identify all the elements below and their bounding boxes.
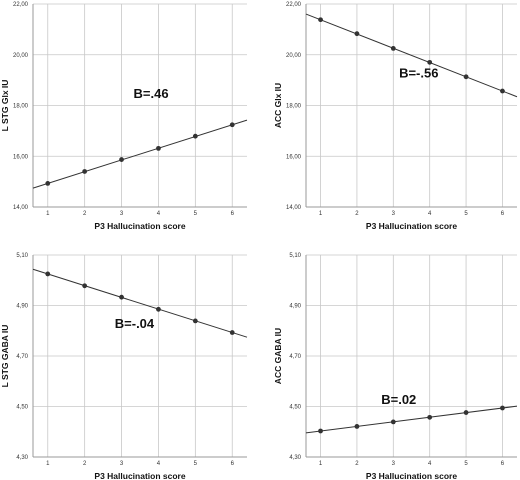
chart-panel: 4,30 4,50 4,70 4,90 5,10 1 2 3 4 5 6 P3 Hallucinati… [0,253,248,480]
x-tick-label: 4 [428,211,432,217]
y-tick-label: 5,10 [16,253,28,259]
coefficient-annotation: B=-.56 [399,66,438,81]
data-point [156,306,161,312]
data-point [229,330,235,335]
data-point [82,169,88,174]
fit-line [32,268,248,338]
y-tick-label: 16,00 [286,154,302,160]
data-point [119,157,124,162]
x-tick-label: 5 [464,461,468,467]
x-tick-label: 6 [231,211,235,217]
y-tick-label: 16,00 [13,154,29,160]
data-point [82,283,88,289]
data-point [119,294,124,300]
data-point [500,405,505,411]
x-tick-label: 3 [392,461,396,467]
x-tick-label: 4 [157,211,161,217]
coefficient-annotation: B=.02 [381,392,416,407]
y-tick-label: 4,50 [289,405,301,411]
y-tick-label: 22,00 [13,2,29,8]
x-axis-title: P3 Hallucination score [94,471,185,480]
y-axis-title: L STG Glx IU [0,80,10,132]
chart-panel: 14,00 16,00 18,00 20,00 22,00 1 2 3 4 5 6 P3 Halluc… [273,2,518,231]
x-axis-title: P3 Hallucination score [94,221,185,231]
y-tick-label: 4,30 [289,455,301,461]
y-tick-label: 14,00 [286,205,302,211]
x-tick-label: 1 [46,461,50,467]
x-tick-label: 3 [120,461,124,467]
x-tick-label: 6 [501,211,505,217]
data-point [354,424,360,429]
x-axis-title: P3 Hallucination score [366,221,457,231]
data-point [390,419,396,425]
data-point [156,145,161,151]
x-tick-label: 1 [319,461,323,467]
y-tick-label: 4,90 [289,304,301,310]
y-axis-title: L STG GABA IU [0,325,10,388]
y-tick-label: 18,00 [13,104,29,110]
data-point [427,414,433,420]
data-point [45,181,51,186]
data-point [427,59,433,65]
y-tick-label: 20,00 [13,53,29,59]
x-tick-label: 3 [392,211,396,217]
coefficient-annotation: B=.46 [134,86,169,101]
data-point [463,74,469,80]
x-tick-label: 5 [464,211,468,217]
y-tick-label: 4,30 [16,455,28,461]
y-tick-label: 20,00 [286,53,302,59]
x-axis-title: P3 Hallucination score [366,471,457,480]
data-point [318,428,323,434]
data-point [463,410,469,415]
x-tick-label: 2 [83,211,87,217]
y-tick-label: 4,70 [289,354,301,360]
coefficient-annotation: B=-.04 [115,316,155,331]
data-point [229,122,235,128]
y-tick-label: 14,00 [13,205,29,211]
x-tick-label: 4 [157,461,161,467]
y-tick-label: 4,70 [16,354,28,360]
fit-line [305,405,518,434]
x-tick-label: 2 [355,461,359,467]
data-point [192,318,198,324]
y-tick-label: 4,50 [16,405,28,411]
x-tick-label: 5 [194,211,198,217]
data-point [390,46,396,51]
y-axis-title: ACC GABA IU [273,328,283,384]
x-tick-label: 6 [501,461,505,467]
y-tick-label: 4,90 [16,304,28,310]
x-tick-label: 5 [194,461,198,467]
x-tick-label: 4 [428,461,432,467]
chart-panel: 14,00 16,00 18,00 20,00 22,00 1 2 3 4 5 6 P3 Halluc… [0,2,248,231]
data-point [45,271,51,277]
data-point [318,17,323,23]
data-point [354,31,360,37]
x-tick-label: 1 [319,211,323,217]
x-tick-label: 1 [46,211,50,217]
y-axis-title: ACC Glx IU [273,83,283,128]
data-point [192,133,198,139]
chart-panel: 4,30 4,50 4,70 4,90 5,10 1 2 3 4 5 6 P3 Hallucinati… [273,253,518,480]
y-tick-label: 18,00 [286,104,302,110]
fit-line [32,119,248,189]
data-point [500,88,505,94]
x-tick-label: 2 [355,211,359,217]
x-tick-label: 6 [231,461,235,467]
y-tick-label: 22,00 [286,2,302,8]
x-tick-label: 2 [83,461,87,467]
y-tick-label: 5,10 [289,253,301,259]
fit-line [305,13,518,98]
x-tick-label: 3 [120,211,124,217]
